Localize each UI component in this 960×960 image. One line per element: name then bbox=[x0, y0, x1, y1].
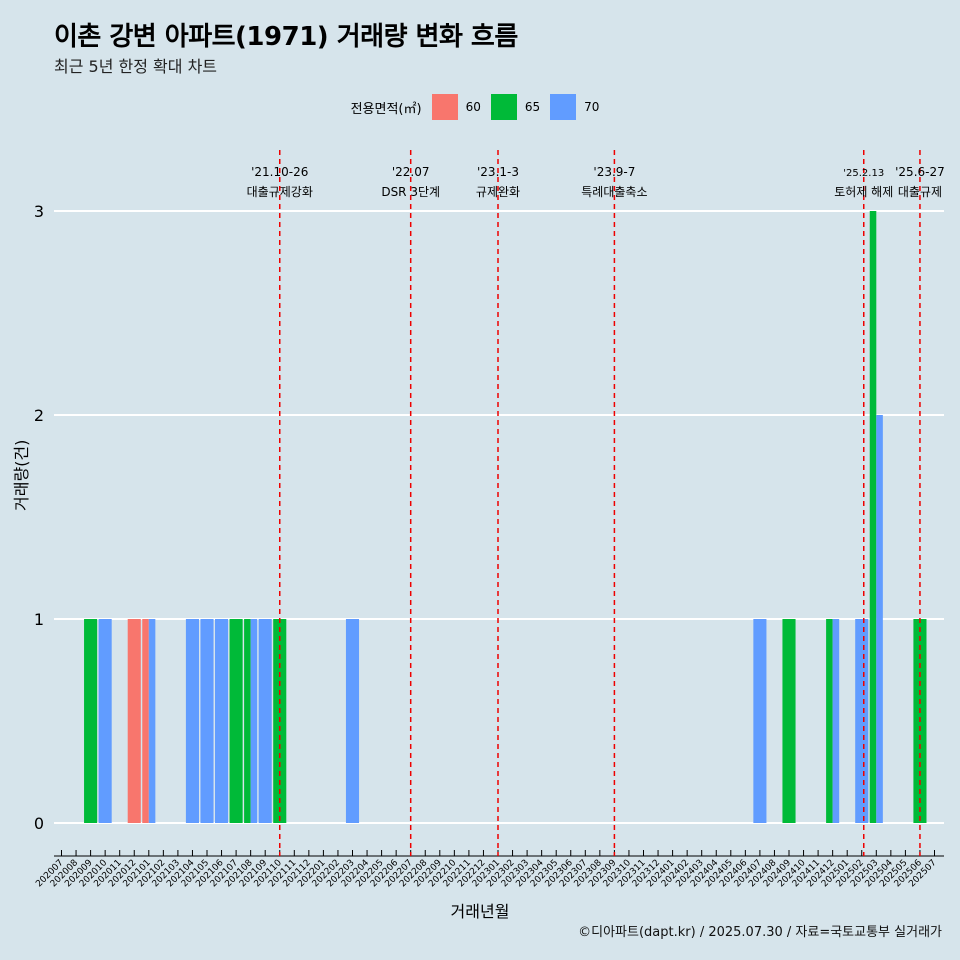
caption: ©디아파트(dapt.kr) / 2025.07.30 / 자료=국토교통부 실… bbox=[578, 925, 942, 940]
legend-key-60 bbox=[431, 94, 458, 120]
legend-label-60: 60 bbox=[465, 100, 481, 114]
chart-subtitle: 최근 5년 한정 확대 차트 bbox=[54, 57, 218, 76]
bar-65-202503 bbox=[869, 211, 877, 823]
bar-70-202502 bbox=[855, 619, 869, 823]
bar-65-202009 bbox=[84, 619, 98, 823]
event-date-202502: '25.2.13 bbox=[843, 168, 884, 179]
bar-60-202012 bbox=[127, 619, 141, 823]
bar-70-202105 bbox=[200, 619, 214, 823]
event-date-202309: '23.9-7 bbox=[593, 165, 635, 179]
event-date-202110: '21.10-26 bbox=[251, 165, 308, 179]
bar-65-202412 bbox=[826, 619, 833, 823]
bar-65-202108 bbox=[244, 619, 251, 823]
y-axis-label: 거래량(건) bbox=[12, 439, 31, 511]
legend-label-65: 65 bbox=[524, 100, 541, 114]
bar-65-202409 bbox=[782, 619, 796, 823]
chart-title: 이촌 강변 아파트(1971) 거래량 변화 흐름 bbox=[54, 22, 518, 52]
y-tick-label: 1 bbox=[34, 610, 44, 629]
bar-70-202106 bbox=[215, 619, 229, 823]
x-axis-label: 거래년월 bbox=[450, 902, 510, 921]
event-text-202301: 규제완화 bbox=[476, 185, 520, 199]
event-text-202309: 특례대출축소 bbox=[581, 185, 647, 199]
bar-70-202109 bbox=[258, 619, 272, 823]
event-text-202110: 대출규제강화 bbox=[247, 185, 313, 199]
y-tick-label: 2 bbox=[34, 406, 44, 425]
legend-key-70 bbox=[550, 94, 577, 120]
bar-60-202101 bbox=[142, 619, 149, 823]
event-date-202506: '25.6-27 bbox=[895, 165, 945, 179]
bar-70-202104 bbox=[185, 619, 199, 823]
legend-title: 전용면적(㎡) bbox=[350, 101, 422, 117]
legend: 전용면적(㎡) 60 65 70 bbox=[0, 92, 960, 122]
bar-70-202101 bbox=[148, 619, 156, 823]
bar-70-202108 bbox=[250, 619, 258, 823]
y-tick-label: 3 bbox=[34, 202, 44, 221]
legend-key-65 bbox=[490, 94, 517, 120]
event-text-202506: 대출규제 bbox=[898, 185, 942, 199]
bar-70-202203 bbox=[345, 619, 360, 823]
bar-70-202010 bbox=[98, 619, 112, 823]
bar-70-202503 bbox=[876, 415, 883, 823]
event-date-202301: '23.1-3 bbox=[477, 165, 519, 179]
y-tick-label: 0 bbox=[34, 814, 44, 833]
bar-70-202412 bbox=[832, 619, 840, 823]
event-date-202207: '22.07 bbox=[392, 165, 430, 179]
event-text-202207: DSR 3단계 bbox=[381, 185, 440, 199]
bar-70-202407 bbox=[753, 619, 767, 823]
legend-label-70: 70 bbox=[584, 100, 600, 114]
bar-65-202107 bbox=[229, 619, 243, 823]
event-text-202502: 토허제 해제 bbox=[834, 185, 893, 199]
